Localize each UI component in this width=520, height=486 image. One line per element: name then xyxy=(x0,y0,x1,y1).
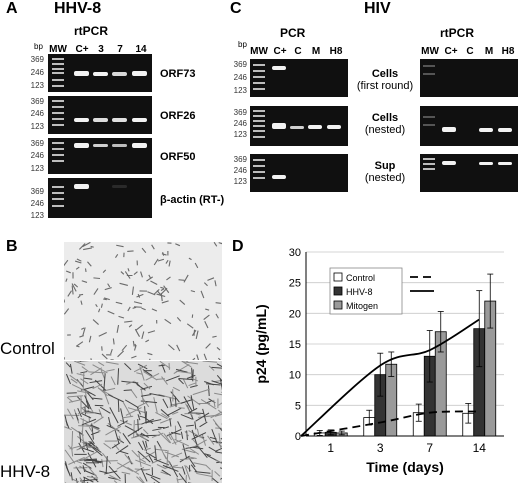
x-axis-label: Time (days) xyxy=(366,459,444,475)
error-bar xyxy=(415,403,422,422)
marker-246: 246 xyxy=(30,151,44,160)
marker-246: 246 xyxy=(30,199,44,208)
gel-rtpcr-sup-nested xyxy=(420,154,518,192)
gel-orf26 xyxy=(48,96,152,134)
error-bar xyxy=(338,430,345,436)
y-tick-label: 5 xyxy=(295,400,301,412)
micrograph-hhv8 xyxy=(64,361,222,483)
gel-label-orf50: ORF50 xyxy=(160,151,196,163)
y-tick-label: 0 xyxy=(295,431,301,443)
lane-day14: 14 xyxy=(135,44,147,55)
lane-c: C xyxy=(466,46,474,57)
y-tick-label: 25 xyxy=(289,278,301,290)
y-tick-label: 10 xyxy=(289,370,301,382)
marker-246: 246 xyxy=(233,73,247,82)
row-label-cells-nested: Cells (nested) xyxy=(364,112,406,136)
gel-orf73 xyxy=(48,54,152,92)
marker-123: 123 xyxy=(233,86,247,95)
error-bar xyxy=(476,290,483,368)
panel-d-letter: D xyxy=(232,238,244,255)
legend-swatch xyxy=(333,300,343,310)
panel-c-right-method: rtPCR xyxy=(440,26,475,40)
lane-cpos: C+ xyxy=(444,46,458,57)
panel-c-title: HIV xyxy=(364,0,391,17)
y-tick-label: 15 xyxy=(289,339,301,351)
gel-label-orf73: ORF73 xyxy=(160,68,196,80)
micrograph-label-hhv8: HHV-8 xyxy=(0,462,51,481)
x-tick-label: 3 xyxy=(377,441,384,455)
panel-b-letter: B xyxy=(6,238,18,255)
panel-a-title: HHV-8 xyxy=(54,0,102,17)
row-label-cells-first-round: Cells (first round) xyxy=(356,68,414,92)
gel-label-beta-actin: β-actin (RT-) xyxy=(160,194,225,206)
trend-line-hhv-8 xyxy=(300,318,480,437)
x-tick-label: 1 xyxy=(327,441,334,455)
marker-246: 246 xyxy=(30,109,44,118)
legend-swatch xyxy=(333,286,343,296)
error-bar xyxy=(487,273,494,329)
lane-day7: 7 xyxy=(117,44,123,55)
marker-123: 123 xyxy=(30,81,44,90)
error-bar xyxy=(377,352,384,397)
marker-123: 123 xyxy=(233,177,247,186)
lane-day3: 3 xyxy=(98,44,104,55)
panel-a-method: rtPCR xyxy=(74,24,109,38)
gel-pcr-cells-first-round xyxy=(250,59,348,97)
lane-m: M xyxy=(484,46,494,57)
marker-369: 369 xyxy=(30,97,44,106)
lane-h8: H8 xyxy=(329,46,343,57)
y-axis-label: p24 (pg/mL) xyxy=(253,304,269,383)
gel-pcr-cells-nested xyxy=(250,106,348,146)
panel-c-left-method: PCR xyxy=(280,26,306,40)
lane-mw: MW xyxy=(250,46,268,57)
legend-label: HHV-8 xyxy=(346,287,373,297)
error-bar xyxy=(388,351,395,377)
lane-m: M xyxy=(311,46,321,57)
gel-rtpcr-cells-nested xyxy=(420,106,518,146)
panel-a-bp-unit: bp xyxy=(34,42,43,51)
legend-label: Control xyxy=(346,273,375,283)
marker-123: 123 xyxy=(30,211,44,220)
gel-beta-actin xyxy=(48,178,152,218)
marker-123: 123 xyxy=(30,122,44,131)
lane-mw: MW xyxy=(49,44,67,55)
marker-123: 123 xyxy=(233,130,247,139)
marker-369: 369 xyxy=(30,55,44,64)
marker-369: 369 xyxy=(30,139,44,148)
legend-swatch xyxy=(333,272,343,282)
error-bar xyxy=(426,330,433,383)
panel-c-letter: C xyxy=(230,0,242,17)
lane-mw: MW xyxy=(421,46,439,57)
gel-orf50 xyxy=(48,138,152,174)
marker-123: 123 xyxy=(30,164,44,173)
gel-label-orf26: ORF26 xyxy=(160,110,196,122)
lane-cpos: C+ xyxy=(75,44,89,55)
lane-h8: H8 xyxy=(501,46,515,57)
row-label-sup-nested: Sup (nested) xyxy=(364,160,406,184)
y-tick-label: 20 xyxy=(289,308,301,320)
error-bar xyxy=(465,403,472,424)
x-tick-label: 7 xyxy=(426,441,433,455)
micrograph-control xyxy=(64,242,222,360)
micrograph-label-control: Control xyxy=(0,339,55,358)
marker-246: 246 xyxy=(233,119,247,128)
legend-label: Mitogen xyxy=(346,301,378,311)
marker-369: 369 xyxy=(233,108,247,117)
y-tick-label: 30 xyxy=(289,247,301,259)
marker-369: 369 xyxy=(233,155,247,164)
x-tick-label: 14 xyxy=(473,441,487,455)
marker-369: 369 xyxy=(233,60,247,69)
panel-a-letter: A xyxy=(6,0,18,17)
p24-bar-chart: 0 5 10 15 20 25 30 1 3 7 14 p24 (pg/mL) Time (days) C… xyxy=(253,247,504,475)
lane-c: C xyxy=(294,46,302,57)
trend-line-control xyxy=(300,410,480,437)
gel-pcr-sup-nested xyxy=(250,154,348,192)
panel-c-bp-unit: bp xyxy=(238,40,247,49)
marker-246: 246 xyxy=(30,68,44,77)
gel-rtpcr-cells-first-round xyxy=(420,59,518,97)
marker-246: 246 xyxy=(233,166,247,175)
lane-cpos: C+ xyxy=(273,46,287,57)
marker-369: 369 xyxy=(30,187,44,196)
